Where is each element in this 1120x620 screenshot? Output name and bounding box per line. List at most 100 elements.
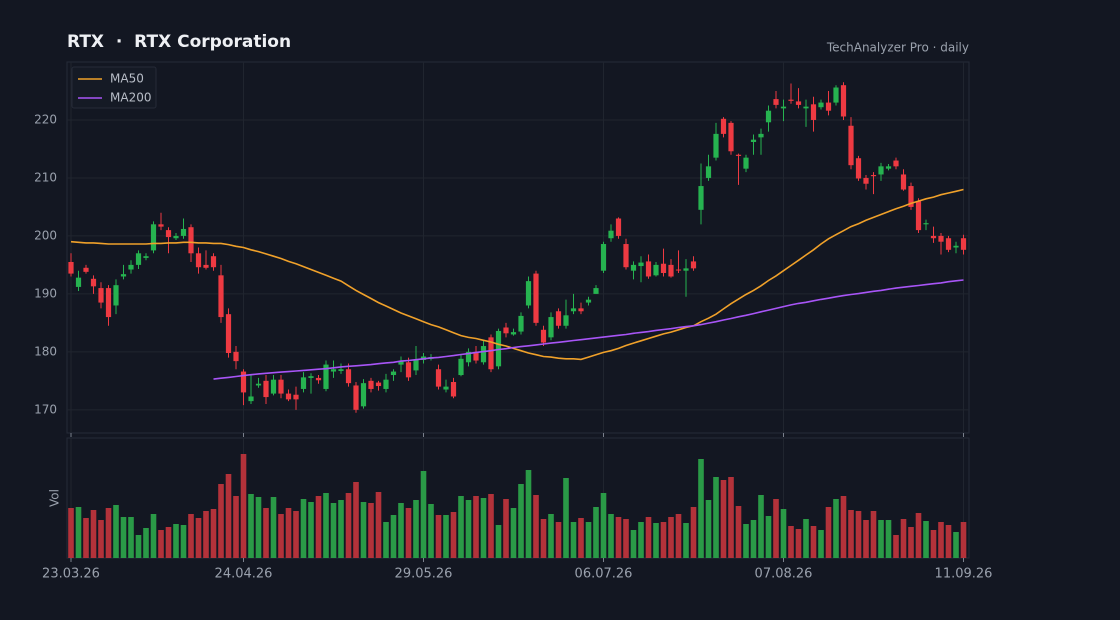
volume-bar: [735, 506, 742, 558]
volume-bar: [810, 526, 817, 558]
volume-bar: [68, 508, 74, 558]
volume-bar: [98, 520, 104, 558]
candle-body: [578, 308, 584, 312]
candle-body: [443, 386, 449, 390]
volume-bar: [893, 535, 899, 558]
x-tick-label: 11.09.26: [935, 567, 993, 582]
volume-bar: [675, 514, 682, 558]
volume-bar: [225, 474, 232, 558]
candle-body: [668, 264, 674, 277]
candle-body: [293, 394, 299, 400]
volume-bar: [83, 518, 89, 558]
volume-bar: [368, 503, 374, 558]
candle-body: [555, 311, 562, 326]
candle-body: [893, 160, 899, 167]
volume-bar: [660, 522, 667, 558]
candle-body: [285, 393, 292, 400]
price-panel: [66, 61, 970, 434]
candle-body: [278, 379, 284, 394]
chart-subtitle: TechAnalyzer Pro · daily: [826, 41, 969, 55]
volume-bar: [570, 522, 577, 558]
volume-bar: [855, 511, 862, 558]
candle-body: [795, 101, 802, 105]
candle-body: [315, 377, 322, 381]
candle-body: [390, 371, 397, 376]
candle-body: [548, 317, 554, 338]
volume-bar: [218, 484, 224, 558]
legend-label: MA50: [110, 72, 144, 86]
candle-body: [570, 308, 577, 312]
volume-bar: [233, 496, 239, 558]
volume-bar: [143, 528, 149, 558]
candle-body: [180, 228, 187, 236]
candle-body: [938, 235, 944, 242]
y-tick-label: 210: [34, 170, 57, 184]
candle-body: [210, 256, 217, 268]
candle-body: [855, 158, 862, 179]
volume-bar: [375, 492, 382, 558]
volume-bar: [608, 514, 614, 558]
candle-body: [750, 139, 757, 142]
candle-body: [713, 133, 719, 158]
volume-bar: [795, 529, 802, 558]
candle-body: [735, 154, 742, 156]
volume-bar: [75, 507, 82, 558]
volume-bar: [420, 471, 427, 558]
candle-body: [758, 133, 764, 138]
candle-body: [488, 337, 494, 370]
volume-bar: [548, 514, 554, 558]
candle-body: [900, 174, 907, 190]
candle-body: [630, 264, 637, 271]
y-tick-label: 200: [34, 228, 57, 242]
volume-bar: [743, 524, 749, 558]
candle-body: [113, 285, 119, 306]
volume-bar: [758, 495, 764, 558]
candle-body: [593, 288, 599, 294]
candle-body: [510, 332, 517, 335]
volume-bar: [308, 502, 314, 558]
candle-body: [495, 330, 502, 367]
volume-bar: [248, 494, 254, 558]
candle-body: [353, 385, 359, 410]
legend-label: MA200: [110, 91, 151, 105]
volume-bar: [105, 508, 112, 558]
candle-body: [645, 261, 652, 277]
candle-body: [833, 87, 839, 103]
volume-bar: [593, 507, 599, 558]
candle-body: [143, 256, 149, 258]
candle-body: [788, 99, 794, 101]
volume-bar: [113, 505, 119, 558]
volume-bar: [848, 510, 854, 558]
candle-body: [615, 218, 622, 236]
volume-bar: [158, 530, 164, 558]
volume-bar: [383, 522, 389, 558]
candle-body: [75, 277, 82, 287]
candle-body: [240, 371, 247, 393]
candle-body: [600, 244, 607, 271]
volume-bar: [398, 503, 404, 558]
volume-bar: [300, 499, 307, 558]
volume-bar: [285, 508, 292, 558]
volume-bar: [953, 532, 959, 558]
candle-body: [360, 383, 367, 407]
moving-average-line: [70, 188, 964, 361]
volume-bar: [863, 520, 869, 558]
candle-body: [345, 369, 352, 384]
candle-body: [233, 351, 239, 362]
volume-bar: [323, 493, 329, 558]
candle-body: [720, 118, 727, 134]
candle-body: [480, 346, 487, 363]
volume-bar: [923, 521, 929, 558]
candle-body: [375, 382, 382, 387]
volume-bar: [435, 515, 442, 558]
candle-body: [270, 379, 277, 394]
volume-bar: [720, 480, 727, 558]
candle-body: [923, 223, 929, 225]
volume-bar: [128, 517, 134, 558]
volume-bar: [120, 517, 127, 558]
volume-bar: [818, 530, 824, 558]
candle-body: [473, 351, 479, 361]
volume-bar: [578, 518, 584, 558]
x-tick-label: 29.05.26: [395, 567, 453, 582]
candle-body: [458, 358, 464, 376]
